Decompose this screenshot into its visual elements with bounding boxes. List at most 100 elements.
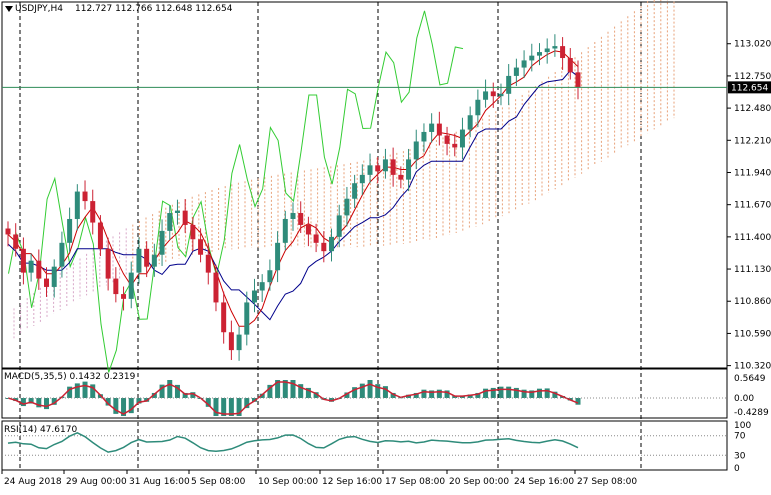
macd-histogram-bar [367, 380, 373, 398]
bull-candle [544, 48, 550, 53]
rsi-label: RSI(14) 47.6170 [4, 425, 78, 435]
macd-histogram-bar [421, 389, 427, 398]
bull-candle [552, 46, 558, 49]
macd-histogram-bar [267, 384, 273, 398]
macd-histogram-bar [344, 392, 350, 398]
bull-candle [459, 129, 465, 148]
y-axis-tick-label: 113.020 [734, 40, 771, 50]
macd-histogram-bar [174, 384, 180, 398]
tenkan-sen-line [7, 50, 579, 327]
macd-axis-tick-label: 0.5649 [734, 374, 766, 384]
chikou-span-line [8, 10, 464, 373]
bull-candle [429, 123, 435, 132]
macd-histogram-bar [552, 391, 558, 398]
bear-candle [36, 260, 42, 279]
bull-candle [467, 115, 473, 130]
macd-histogram-bar [575, 398, 581, 405]
macd-histogram-bar [128, 398, 134, 414]
y-axis-tick-label: 111.940 [734, 168, 771, 178]
macd-histogram-bar [213, 398, 219, 416]
macd-label: MACD(5,35,5) 0.1432 0.2319 [4, 372, 136, 382]
macd-histogram-bar [536, 388, 542, 398]
y-axis-tick-label: 110.860 [734, 297, 771, 307]
y-axis-tick-label: 110.590 [734, 329, 771, 339]
bear-candle [113, 278, 119, 295]
bull-candle [521, 60, 527, 68]
macd-histogram-bar [67, 386, 73, 398]
macd-histogram-bar [82, 381, 88, 398]
macd-histogram-bar [475, 392, 481, 398]
rsi-axis-tick-label: 0 [734, 464, 740, 474]
bull-candle [174, 210, 180, 214]
main-panel-border [1, 1, 728, 369]
bull-candle [136, 248, 142, 273]
macd-histogram-bar [436, 389, 442, 398]
macd-histogram-bar [251, 398, 257, 402]
bear-candle [97, 222, 103, 249]
bull-candle [382, 159, 388, 172]
x-axis-tick-label: 31 Aug 16:00 [129, 477, 190, 487]
bull-candle [529, 55, 535, 61]
macd-histogram-bar [228, 398, 234, 416]
x-axis-tick-label: 24 Sep 16:00 [514, 477, 574, 487]
macd-histogram-bar [290, 380, 296, 398]
macd-histogram-bar [20, 398, 26, 407]
bear-candle [221, 302, 227, 333]
symbol-menu-icon[interactable] [5, 6, 13, 12]
x-axis-tick-label: 27 Sep 08:00 [577, 477, 637, 487]
macd-histogram-bar [521, 389, 527, 398]
bull-candle [413, 141, 419, 160]
macd-panel-border [1, 368, 728, 419]
macd-histogram-bar [490, 387, 496, 398]
macd-histogram-bar [305, 387, 311, 398]
macd-histogram-bar [105, 398, 111, 406]
x-axis-tick-label: 17 Sep 08:00 [385, 477, 445, 487]
macd-histogram-bar [44, 398, 50, 410]
bear-candle [190, 224, 196, 240]
macd-histogram-bar [136, 398, 142, 404]
macd-histogram-bar [74, 383, 80, 398]
macd-histogram-bar [113, 398, 119, 414]
macd-histogram-bar [275, 380, 281, 398]
macd-histogram-bar [498, 386, 504, 398]
bull-candle [51, 266, 57, 287]
bear-candle [560, 46, 566, 59]
macd-histogram-bar [382, 386, 388, 398]
macd-signal-line [7, 381, 579, 415]
rsi-axis-tick-label: 70 [734, 432, 746, 442]
bear-candle [144, 248, 150, 267]
bull-candle [513, 67, 519, 76]
bull-candle [67, 218, 73, 243]
macd-histogram-bar [390, 392, 396, 398]
rsi-axis-tick-label: 100 [734, 421, 751, 431]
bull-candle [498, 93, 504, 97]
bear-candle [44, 278, 50, 287]
bear-candle [121, 294, 127, 299]
bull-candle [336, 215, 342, 237]
y-axis-tick-label: 112.750 [734, 72, 771, 82]
bear-candle [444, 135, 450, 144]
macd-histogram-bar [36, 398, 42, 408]
current-price-tag [728, 81, 771, 94]
macd-histogram-bar [544, 388, 550, 398]
macd-histogram-bar [359, 383, 365, 398]
macd-histogram-bar [121, 398, 127, 416]
x-axis-tick-label: 24 Aug 2018 [4, 477, 62, 487]
bear-candle [390, 159, 396, 175]
x-axis-tick-label: 12 Sep 16:00 [322, 477, 382, 487]
bull-candle [483, 91, 489, 100]
bull-candle [344, 198, 350, 216]
y-axis-tick-label: 112.210 [734, 136, 771, 146]
bear-candle [313, 234, 319, 243]
bull-candle [259, 282, 265, 291]
macd-histogram-bar [28, 398, 34, 404]
macd-histogram-bar [90, 384, 96, 398]
bear-candle [105, 248, 111, 279]
bull-candle [282, 218, 288, 243]
bear-candle [575, 72, 581, 88]
bull-candle [421, 131, 427, 142]
macd-histogram-bar [444, 390, 450, 398]
bull-candle [329, 236, 335, 252]
bull-candle [475, 99, 481, 116]
